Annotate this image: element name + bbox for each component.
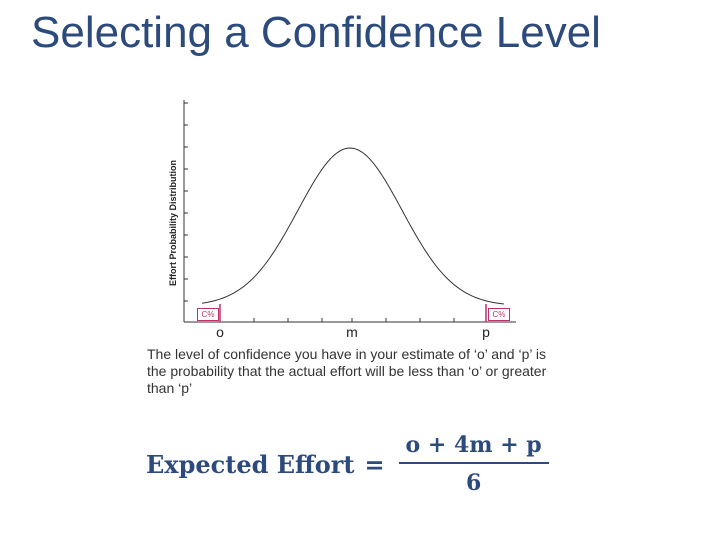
x-ticks: [219, 318, 487, 322]
fraction-bar: [398, 462, 549, 464]
formula-numerator: o + 4m + p: [405, 432, 542, 458]
expected-effort-formula: Expected Effort = o + 4m + p 6: [146, 432, 549, 496]
x-label-o: o: [216, 324, 224, 340]
right-tail-label: C%: [488, 308, 510, 321]
formula-equals: =: [364, 449, 385, 479]
x-label-m: m: [346, 324, 358, 340]
y-ticks: [184, 102, 188, 302]
formula-denominator: 6: [465, 470, 482, 496]
caption-text: The level of confidence you have in your…: [147, 346, 547, 396]
formula-lhs: Expected Effort: [146, 449, 355, 479]
formula-fraction: o + 4m + p 6: [398, 432, 549, 496]
slide-title: Selecting a Confidence Level: [31, 8, 601, 57]
x-label-p: p: [482, 324, 490, 340]
y-axis-label: Effort Probability Distribution: [168, 160, 178, 286]
left-tail-label: C%: [197, 308, 219, 321]
bell-curve: [201, 147, 505, 305]
